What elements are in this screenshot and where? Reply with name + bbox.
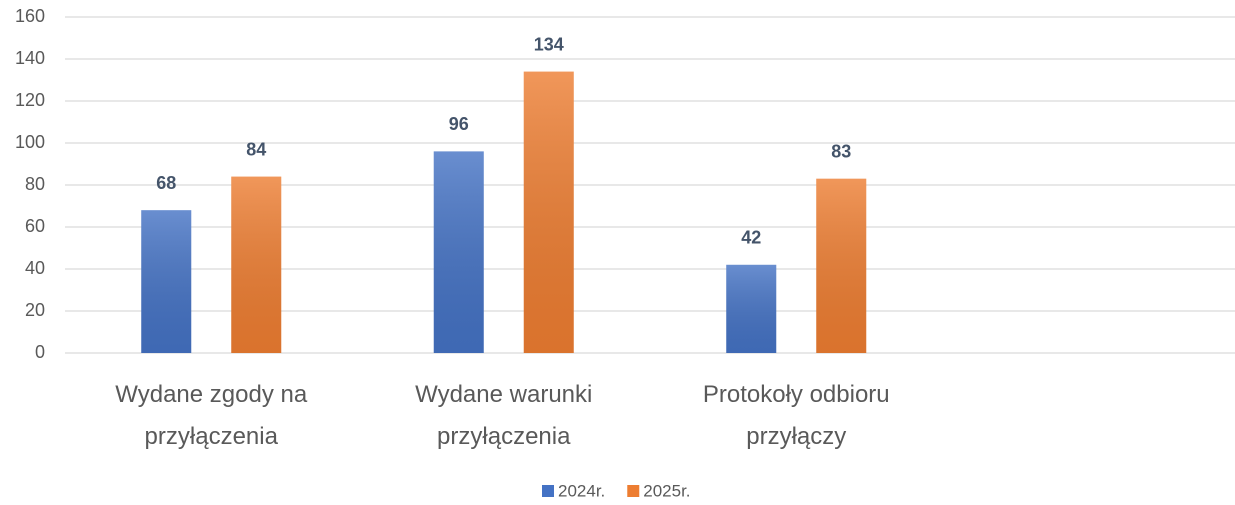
- bar-shade: [523, 71, 574, 353]
- y-tick-label: 20: [25, 300, 45, 320]
- x-tick-label: Protokoły odbioru przyłączy: [702, 381, 890, 450]
- value-label: 42: [741, 228, 761, 248]
- bar-shade: [433, 151, 484, 353]
- x-tick-label: Wydane warunki przyłączenia: [415, 381, 593, 450]
- value-label: 96: [449, 114, 469, 134]
- bar-shade: [816, 178, 867, 353]
- value-label: 134: [534, 34, 564, 54]
- x-tick-label: Wydane zgody na przyłączenia: [115, 381, 308, 450]
- y-tick-label: 40: [25, 258, 45, 278]
- legend-swatch: [627, 485, 640, 497]
- value-label: 68: [156, 173, 176, 193]
- bar-shade: [231, 176, 282, 353]
- y-tick-label: 100: [15, 132, 45, 152]
- value-label: 84: [246, 139, 266, 159]
- bar-shade: [141, 210, 192, 353]
- y-tick-label: 80: [25, 174, 45, 194]
- y-tick-label: 0: [35, 342, 45, 362]
- legend-swatch: [542, 485, 554, 497]
- y-tick-label: 140: [15, 48, 45, 68]
- legend-label: 2024r.: [558, 481, 605, 500]
- legend-label: 2025r.: [643, 481, 690, 500]
- bar-shade: [726, 264, 777, 353]
- y-tick-label: 160: [15, 6, 45, 26]
- value-label: 83: [831, 141, 851, 161]
- y-tick-label: 60: [25, 216, 45, 236]
- y-tick-label: 120: [15, 90, 45, 110]
